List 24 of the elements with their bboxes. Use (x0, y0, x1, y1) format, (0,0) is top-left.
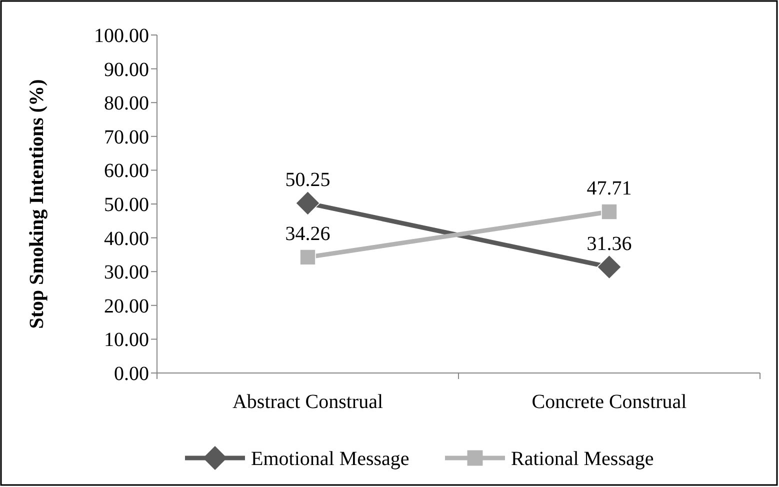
y-tick-label: 90.00 (104, 58, 149, 81)
x-tick-label: Concrete Construal (532, 391, 688, 413)
data-label: 31.36 (586, 233, 632, 256)
point (295, 190, 320, 216)
y-axis-title: Stop Smoking Intentions (%) (26, 79, 48, 329)
legend-label: Rational Message (511, 448, 654, 470)
y-tick-label: 70.00 (104, 126, 149, 148)
legend-label: Emotional Message (251, 448, 410, 470)
data-label: 50.25 (285, 169, 330, 192)
y-tick-label: 80.00 (104, 92, 149, 115)
y-tick-label: 20.00 (104, 295, 149, 318)
y-tick-label: 100.00 (94, 25, 149, 47)
point (601, 204, 618, 220)
data-label: 34.26 (285, 223, 330, 246)
point (300, 249, 316, 266)
x-tick-label: Abstract Construal (232, 391, 384, 413)
y-tick-label: 0.00 (114, 363, 149, 385)
point (596, 254, 622, 280)
y-tick-label: 60.00 (104, 160, 149, 182)
y-tick-label: 30.00 (104, 262, 149, 284)
y-tick-label: 10.00 (104, 329, 149, 352)
data-label: 47.71 (586, 178, 632, 200)
y-tick-label: 40.00 (104, 228, 149, 250)
y-tick-label: 50.00 (104, 194, 149, 216)
